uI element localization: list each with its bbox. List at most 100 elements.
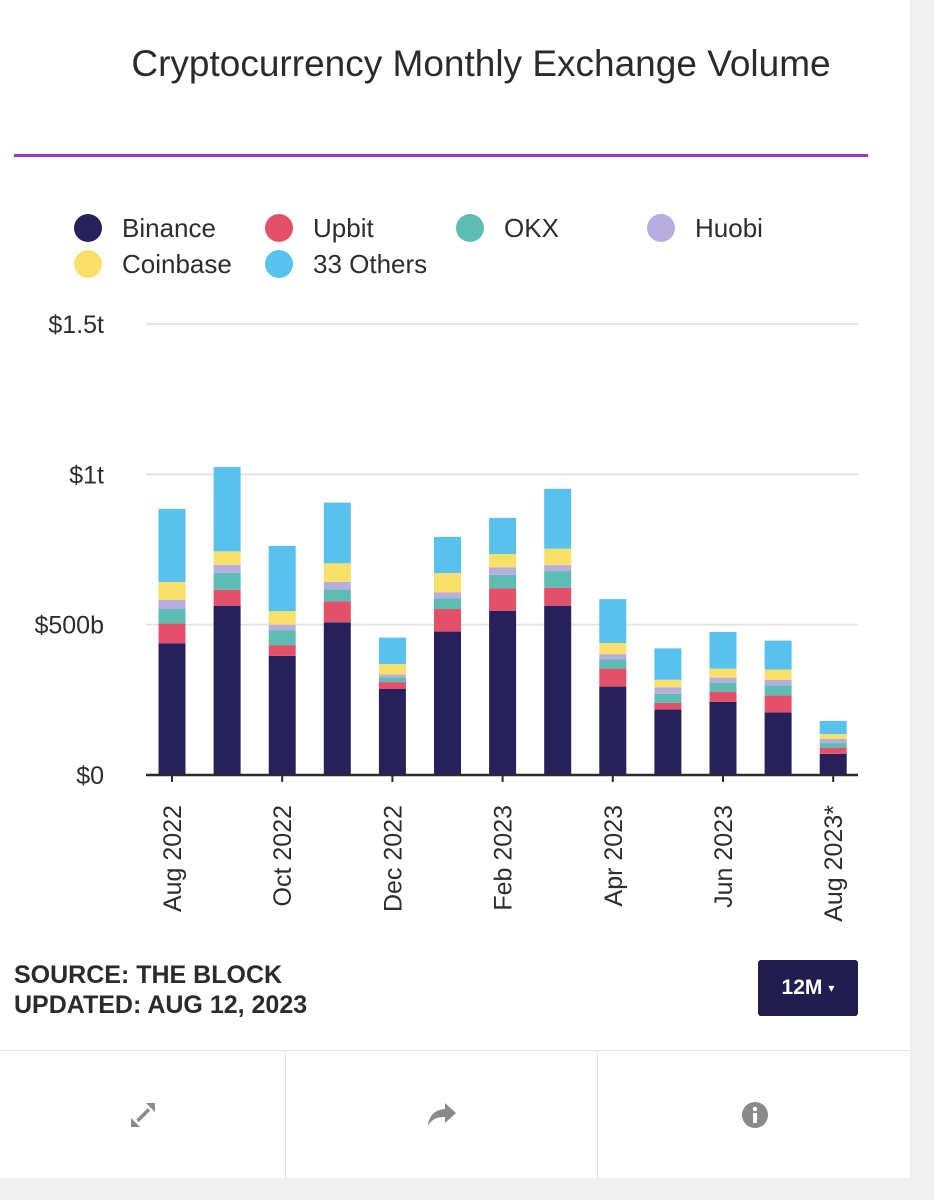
bar-segment-coinbase[interactable] (489, 554, 517, 568)
bar-segment-okx[interactable] (489, 574, 517, 589)
share-button[interactable] (285, 1051, 598, 1179)
bar-segment-okx[interactable] (323, 589, 351, 602)
bar-segment-binance[interactable] (268, 655, 296, 775)
bar-segment-huobi[interactable] (434, 592, 461, 599)
bar-segment-huobi[interactable] (489, 567, 517, 575)
bar-segment-coinbase[interactable] (599, 643, 627, 655)
legend-item-33-others[interactable]: 33 Others (265, 249, 427, 279)
legend-item-huobi[interactable]: Huobi (647, 213, 763, 243)
bar-segment-huobi[interactable] (544, 565, 572, 572)
bar-segment-binance[interactable] (654, 709, 682, 776)
bar-segment-upbit[interactable] (434, 609, 461, 632)
bar-segment-coinbase[interactable] (709, 668, 737, 678)
bar-stack-nov-2022[interactable] (323, 502, 351, 775)
legend-item-okx[interactable]: OKX (456, 213, 559, 243)
bar-segment-okx[interactable] (599, 659, 627, 669)
bar-segment-33-others[interactable] (654, 648, 682, 680)
bar-segment-okx[interactable] (819, 743, 847, 748)
bar-segment-upbit[interactable] (378, 682, 406, 689)
bar-segment-coinbase[interactable] (213, 551, 241, 565)
bar-segment-binance[interactable] (599, 686, 627, 775)
bar-segment-binance[interactable] (709, 701, 737, 775)
bar-stack-apr-2023[interactable] (599, 599, 627, 775)
bar-segment-upbit[interactable] (709, 691, 737, 702)
bar-stack-oct-2022[interactable] (268, 545, 296, 775)
bar-segment-okx[interactable] (544, 571, 572, 588)
bar-segment-okx[interactable] (764, 685, 792, 696)
bar-segment-coinbase[interactable] (654, 679, 682, 688)
bar-segment-okx[interactable] (434, 598, 461, 610)
bar-segment-33-others[interactable] (599, 599, 627, 643)
bar-segment-upbit[interactable] (544, 587, 572, 606)
bar-segment-upbit[interactable] (599, 668, 627, 687)
bar-stack-mar-2023[interactable] (544, 488, 572, 775)
range-dropdown-button[interactable]: 12M ▾ (758, 960, 858, 1016)
bar-segment-okx[interactable] (268, 630, 296, 646)
bar-segment-upbit[interactable] (158, 623, 186, 644)
bar-segment-huobi[interactable] (378, 674, 406, 678)
bar-segment-coinbase[interactable] (378, 664, 406, 675)
bar-segment-binance[interactable] (819, 754, 847, 775)
bar-segment-okx[interactable] (213, 572, 241, 590)
bar-stack-aug-2022[interactable] (158, 508, 186, 775)
bar-segment-okx[interactable] (158, 609, 186, 624)
bar-segment-33-others[interactable] (489, 517, 517, 554)
bar-segment-huobi[interactable] (158, 600, 186, 609)
bar-segment-coinbase[interactable] (268, 611, 296, 625)
bar-segment-binance[interactable] (489, 610, 517, 775)
bar-segment-binance[interactable] (158, 643, 186, 775)
bar-segment-okx[interactable] (654, 693, 682, 703)
bar-segment-coinbase[interactable] (819, 734, 847, 739)
bar-segment-coinbase[interactable] (434, 573, 461, 593)
bar-segment-huobi[interactable] (213, 564, 241, 573)
bar-segment-okx[interactable] (709, 682, 737, 692)
legend-item-upbit[interactable]: Upbit (265, 213, 374, 243)
bar-segment-huobi[interactable] (764, 680, 792, 686)
bar-segment-33-others[interactable] (709, 631, 737, 669)
bar-segment-binance[interactable] (213, 605, 241, 775)
bar-segment-33-others[interactable] (268, 545, 296, 612)
bar-stack-feb-2023[interactable] (489, 517, 517, 775)
legend-item-binance[interactable]: Binance (74, 213, 216, 243)
bar-segment-upbit[interactable] (654, 702, 682, 710)
bar-segment-binance[interactable] (544, 605, 572, 775)
bar-stack-jul-2023[interactable] (764, 640, 792, 776)
bar-segment-upbit[interactable] (268, 645, 296, 656)
bar-segment-33-others[interactable] (378, 637, 406, 665)
bar-segment-coinbase[interactable] (323, 563, 351, 582)
bar-segment-binance[interactable] (764, 712, 792, 776)
bar-segment-33-others[interactable] (158, 508, 186, 582)
bar-segment-binance[interactable] (323, 622, 351, 775)
bar-segment-33-others[interactable] (323, 502, 351, 564)
legend-item-coinbase[interactable]: Coinbase (74, 249, 232, 279)
bar-segment-okx[interactable] (378, 677, 406, 683)
expand-button[interactable] (0, 1051, 285, 1179)
bar-segment-33-others[interactable] (544, 488, 572, 549)
bar-segment-huobi[interactable] (323, 582, 351, 590)
bar-stack-jun-2023[interactable] (709, 631, 737, 775)
bar-segment-33-others[interactable] (819, 720, 847, 735)
bar-stack-may-2023[interactable] (654, 648, 682, 776)
bar-segment-huobi[interactable] (654, 687, 682, 694)
bar-segment-binance[interactable] (378, 689, 406, 775)
bar-segment-coinbase[interactable] (158, 582, 186, 600)
bar-segment-binance[interactable] (434, 631, 461, 775)
bar-segment-coinbase[interactable] (764, 669, 792, 681)
bar-segment-huobi[interactable] (819, 738, 847, 744)
bar-segment-huobi[interactable] (709, 677, 737, 683)
bar-stack-sep-2022[interactable] (213, 467, 241, 775)
bar-segment-upbit[interactable] (764, 695, 792, 713)
bar-segment-upbit[interactable] (819, 747, 847, 754)
bar-stack-dec-2022[interactable] (378, 637, 406, 775)
bar-stack-jan-2023[interactable] (434, 536, 461, 775)
bar-segment-upbit[interactable] (489, 588, 517, 611)
bar-segment-huobi[interactable] (599, 654, 627, 660)
bar-segment-33-others[interactable] (213, 467, 241, 552)
bar-segment-upbit[interactable] (213, 589, 241, 606)
bar-segment-huobi[interactable] (268, 624, 296, 631)
info-button[interactable] (597, 1051, 911, 1179)
bar-stack-aug-2023[interactable] (819, 720, 847, 775)
bar-segment-33-others[interactable] (434, 536, 461, 573)
bar-segment-33-others[interactable] (764, 640, 792, 670)
bar-segment-coinbase[interactable] (544, 548, 572, 566)
